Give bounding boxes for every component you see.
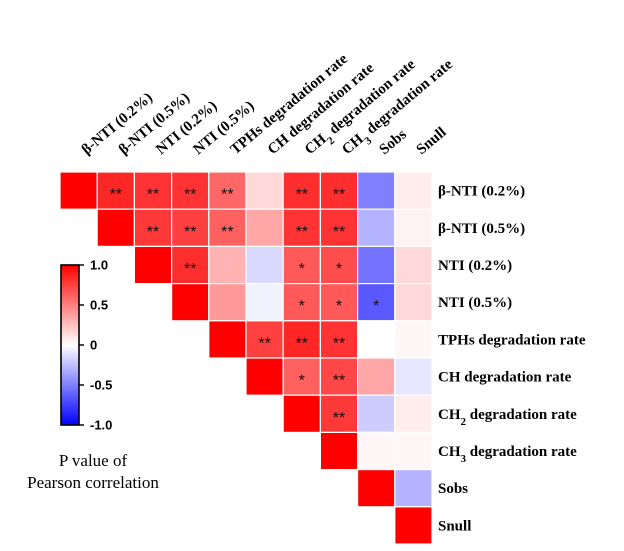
significance-mark-r1-c3: ** — [184, 224, 196, 241]
heatmap-cell-r3-c3 — [171, 283, 210, 322]
heatmap-cell-r8-c8 — [357, 469, 396, 508]
heatmap-cell-r6-c7 — [319, 394, 359, 434]
heatmap-cell-r1-c8 — [357, 208, 396, 247]
heatmap-cell-r2-c2 — [133, 245, 173, 285]
row-label-3: NTI (0.5%) — [438, 295, 512, 311]
heatmap-cell-r3-c9 — [394, 283, 433, 322]
heatmap-cell-r4-c8 — [357, 320, 396, 359]
colorbar-tick-label-4: -1.0 — [90, 418, 112, 433]
significance-mark-r1-c7: ** — [333, 224, 345, 241]
significance-mark-r4-c5: ** — [258, 335, 270, 352]
heatmap-cell-r4-c9 — [394, 320, 433, 359]
heatmap-cell-r4-c5 — [245, 320, 284, 359]
colorbar-tick-label-2: 0 — [90, 338, 97, 353]
colorbar-tick-label-1: 0.5 — [90, 298, 108, 313]
heatmap-cell-r5-c8 — [357, 357, 396, 396]
color-scale-legend: 1.0 0.5 0 -0.5 -1.0 P value of Pearson corre… — [27, 258, 159, 493]
significance-mark-r1-c2: ** — [147, 224, 159, 241]
heatmap-cell-r8-c9 — [394, 469, 433, 508]
heatmap-cell-r4-c4 — [208, 320, 247, 359]
column-labels: β-NTI (0.2%)β-NTI (0.5%)NTI (0.2%)NTI (0… — [79, 51, 456, 158]
significance-mark-r0-c2: ** — [147, 187, 159, 204]
heatmap-cell-r6-c9 — [394, 394, 433, 434]
row-label-8: Sobs — [438, 481, 468, 497]
significance-mark-r0-c4: ** — [221, 187, 233, 204]
significance-mark-r0-c3: ** — [184, 187, 196, 204]
column-label-9: Snull — [414, 124, 450, 158]
significance-mark-r4-c7: ** — [333, 335, 345, 352]
heatmap-cell-r1-c7 — [319, 208, 359, 247]
legend-title-line2: Pearson correlation — [27, 473, 159, 492]
significance-mark-r1-c4: ** — [221, 224, 233, 241]
colorbar-gradient — [60, 264, 80, 426]
row-label-7: CH3 degradation rate — [438, 444, 577, 465]
heatmap-cell-r5-c6 — [282, 357, 322, 396]
heatmap-cell-r0-c0 — [59, 171, 98, 210]
heatmap-cell-r2-c9 — [394, 245, 433, 285]
significance-mark-r2-c7: * — [336, 261, 342, 278]
heatmap-cell-r3-c5 — [245, 283, 284, 322]
heatmap-cell-r1-c5 — [245, 208, 284, 247]
significance-marks: ** ** ** ** ** **** ** ** ** **** * ** * *** ** *** **** — [110, 187, 380, 427]
heatmap-cells — [59, 171, 433, 545]
heatmap-cell-r2-c5 — [245, 245, 284, 285]
row-label-5: CH degradation rate — [438, 370, 572, 386]
row-label-4: TPHs degradation rate — [438, 332, 586, 348]
heatmap-cell-r2-c4 — [208, 245, 247, 285]
heatmap-cell-r1-c2 — [133, 208, 173, 247]
significance-mark-r0-c7: ** — [333, 187, 345, 204]
heatmap-cell-r1-c1 — [96, 208, 135, 247]
row-labels: β-NTI (0.2%) β-NTI (0.5%) NTI (0.2%) NTI (0… — [438, 184, 586, 535]
heatmap-cell-r6-c6 — [282, 394, 322, 434]
colorbar-tick-label-0: 1.0 — [90, 258, 108, 273]
heatmap-cell-r2-c3 — [171, 245, 210, 285]
heatmap-cell-r1-c4 — [208, 208, 247, 247]
heatmap-cell-r3-c6 — [282, 283, 322, 322]
significance-mark-r5-c6: * — [299, 373, 305, 390]
row-label-1: β-NTI (0.5%) — [438, 221, 525, 237]
significance-mark-r6-c7: ** — [333, 410, 345, 427]
heatmap-cell-r1-c9 — [394, 208, 433, 247]
heatmap-cell-r9-c9 — [394, 506, 433, 545]
row-label-6: CH2 degradation rate — [438, 407, 577, 428]
heatmap-cell-r5-c5 — [245, 357, 284, 396]
row-label-2: NTI (0.2%) — [438, 258, 512, 274]
significance-mark-r3-c7: * — [336, 298, 342, 315]
heatmap-cell-r0-c7 — [319, 171, 359, 210]
heatmap-cell-r7-c8 — [357, 431, 396, 471]
row-label-0: β-NTI (0.2%) — [438, 184, 525, 200]
heatmap-cell-r1-c6 — [282, 208, 322, 247]
heatmap-cell-r7-c9 — [394, 431, 433, 471]
significance-mark-r0-c6: ** — [296, 187, 308, 204]
heatmap-cell-r2-c8 — [357, 245, 396, 285]
heatmap-cell-r4-c6 — [282, 320, 322, 359]
heatmap-cell-r0-c1 — [96, 171, 135, 210]
significance-mark-r2-c3: ** — [184, 261, 196, 278]
significance-mark-r2-c6: * — [299, 261, 305, 278]
colorbar-tick-label-3: -0.5 — [90, 378, 112, 393]
heatmap-cell-r5-c9 — [394, 357, 433, 396]
significance-mark-r5-c7: ** — [333, 373, 345, 390]
heatmap-cell-r3-c4 — [208, 283, 247, 322]
significance-mark-r0-c1: ** — [110, 187, 122, 204]
significance-mark-r3-c6: * — [299, 298, 305, 315]
heatmap-cell-r0-c9 — [394, 171, 433, 210]
significance-mark-r1-c6: ** — [296, 224, 308, 241]
significance-mark-r3-c8: * — [373, 298, 379, 315]
heatmap-cell-r6-c8 — [357, 394, 396, 434]
heatmap-cell-r7-c7 — [319, 431, 359, 471]
heatmap-cell-r0-c5 — [245, 171, 284, 210]
heatmap-cell-r0-c8 — [357, 171, 396, 210]
significance-mark-r4-c6: ** — [296, 335, 308, 352]
legend-title-line1: P value of — [59, 451, 128, 470]
row-label-9: Snull — [438, 518, 471, 534]
